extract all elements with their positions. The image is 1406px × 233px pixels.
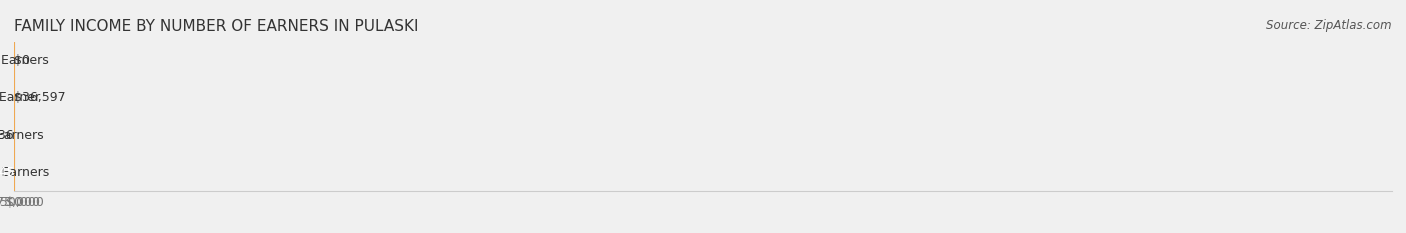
Text: $36,597: $36,597 (14, 91, 66, 104)
Text: $78,636: $78,636 (0, 129, 14, 142)
Text: 3+ Earners: 3+ Earners (0, 166, 49, 179)
Text: No Earners: No Earners (0, 54, 48, 67)
Text: $119,545: $119,545 (0, 166, 14, 179)
Text: Source: ZipAtlas.com: Source: ZipAtlas.com (1267, 19, 1392, 32)
Text: $0: $0 (14, 54, 30, 67)
Text: 2 Earners: 2 Earners (0, 129, 44, 142)
Text: FAMILY INCOME BY NUMBER OF EARNERS IN PULASKI: FAMILY INCOME BY NUMBER OF EARNERS IN PU… (14, 19, 419, 34)
Text: 1 Earner: 1 Earner (0, 91, 41, 104)
